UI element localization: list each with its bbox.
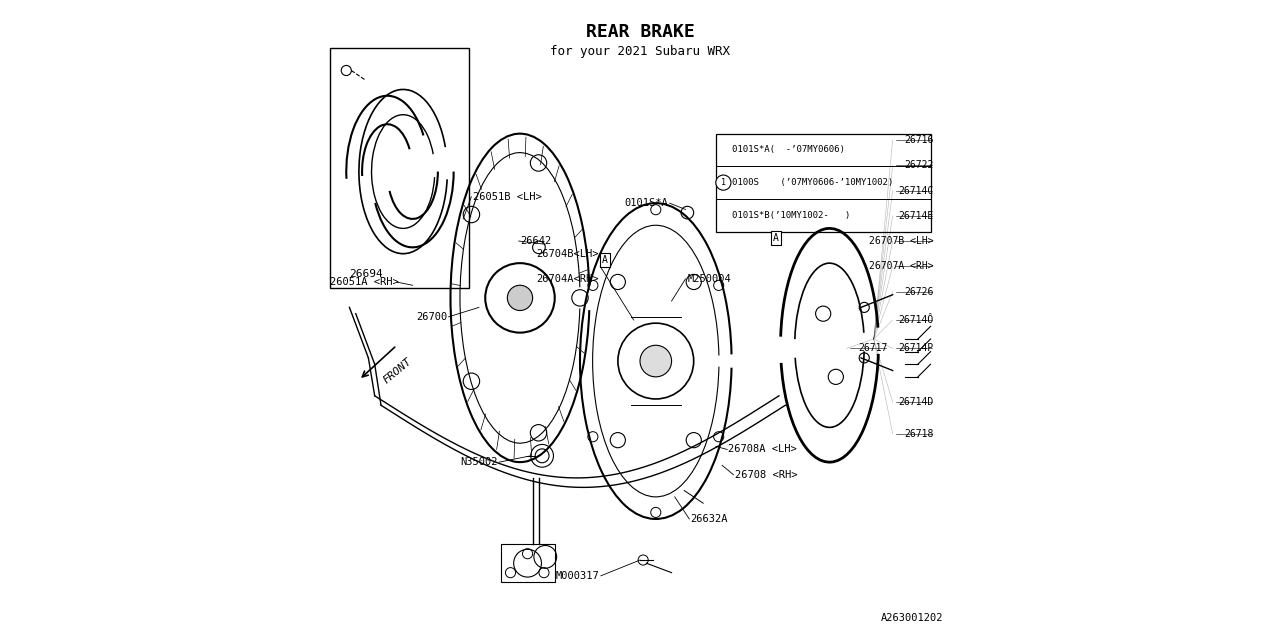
Text: 26707B <LH>: 26707B <LH> <box>869 236 933 246</box>
Text: for your 2021 Subaru WRX: for your 2021 Subaru WRX <box>550 45 730 58</box>
Bar <box>716 134 931 232</box>
Text: 0101S*B(’10MY1002-   ): 0101S*B(’10MY1002- ) <box>732 211 850 220</box>
Text: M250004: M250004 <box>687 274 731 284</box>
Text: 26632A: 26632A <box>690 514 728 524</box>
Text: 26714D: 26714D <box>899 397 933 407</box>
Text: A: A <box>773 233 778 243</box>
Text: 26717: 26717 <box>858 344 887 353</box>
Text: N35002: N35002 <box>461 457 498 467</box>
Text: 0101S*A: 0101S*A <box>625 198 668 208</box>
Text: 26726: 26726 <box>905 287 933 296</box>
Text: 26707A <RH>: 26707A <RH> <box>869 261 933 271</box>
Text: 26714E: 26714E <box>899 211 933 221</box>
Circle shape <box>640 345 672 377</box>
Text: 26642: 26642 <box>520 236 552 246</box>
Text: REAR BRAKE: REAR BRAKE <box>586 23 694 41</box>
Text: A263001202: A263001202 <box>881 613 943 623</box>
Text: 0101S*A(  -’07MY0606): 0101S*A( -’07MY0606) <box>732 145 845 154</box>
Text: 26714P: 26714P <box>899 344 933 353</box>
Text: 26051A <RH>: 26051A <RH> <box>330 277 399 287</box>
Text: 26700: 26700 <box>416 312 447 322</box>
Text: 0100S    (’07MY0606-’10MY1002): 0100S (’07MY0606-’10MY1002) <box>732 178 893 187</box>
Text: 26704A<RH>: 26704A<RH> <box>536 274 599 284</box>
Bar <box>330 49 470 289</box>
Circle shape <box>507 285 532 310</box>
Text: 1: 1 <box>721 178 726 187</box>
Text: 26722: 26722 <box>905 160 933 170</box>
Text: 26051B <LH>: 26051B <LH> <box>472 192 541 202</box>
Text: FRONT: FRONT <box>381 356 413 385</box>
Text: 26714Ô: 26714Ô <box>899 315 933 325</box>
Text: 26718: 26718 <box>905 429 933 438</box>
Bar <box>500 544 554 582</box>
Text: 26714C: 26714C <box>899 186 933 195</box>
Text: 26708 <RH>: 26708 <RH> <box>735 470 797 480</box>
Text: 26694: 26694 <box>349 269 383 279</box>
Text: M000317: M000317 <box>556 571 599 581</box>
Text: 26708A <LH>: 26708A <LH> <box>728 445 797 454</box>
Text: 26704B<LH>: 26704B<LH> <box>536 249 599 259</box>
Circle shape <box>716 175 731 190</box>
Text: A: A <box>603 255 608 265</box>
Text: 26716: 26716 <box>905 135 933 145</box>
